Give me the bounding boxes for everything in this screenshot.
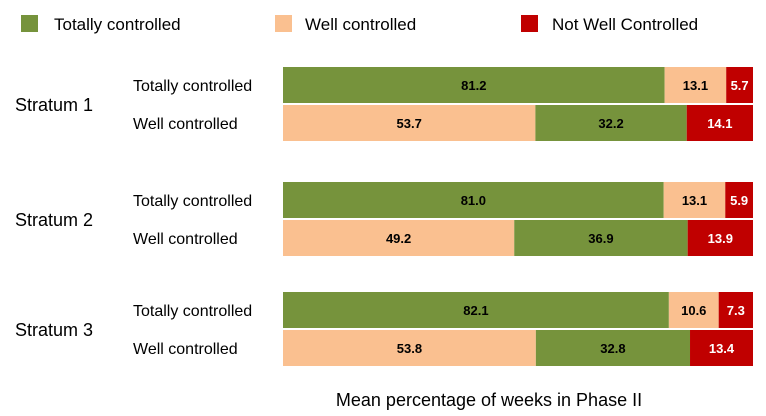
bar-segment-not-well-controlled	[686, 105, 753, 141]
data-label: 13.9	[708, 231, 733, 246]
data-label: 13.1	[682, 193, 707, 208]
bar-segment-totally-controlled	[535, 330, 691, 366]
bar-segment-well-controlled	[664, 67, 727, 103]
data-label: 36.9	[588, 231, 613, 246]
legend-label-not-well-controlled: Not Well Controlled	[552, 15, 698, 34]
row-label: Well controlled	[133, 231, 238, 248]
bar-segment-not-well-controlled	[726, 67, 753, 103]
legend-label-well-controlled: Well controlled	[305, 15, 416, 34]
group-stratum-1: Stratum 1 Totally controlled 81.2 13.1 5.7 We…	[15, 67, 753, 141]
data-label: 82.1	[463, 303, 488, 318]
data-label: 32.2	[598, 116, 623, 131]
legend-label-totally-controlled: Totally controlled	[54, 15, 181, 34]
bar-segment-totally-controlled	[283, 182, 664, 218]
data-label: 5.7	[731, 78, 749, 93]
legend: Totally controlled Well controlled Not W…	[21, 15, 698, 34]
data-label: 53.8	[397, 341, 422, 356]
bar-segment-totally-controlled	[283, 67, 665, 103]
bar-segment-not-well-controlled	[725, 182, 753, 218]
bar-segment-not-well-controlled	[718, 292, 753, 328]
data-label: 10.6	[681, 303, 706, 318]
data-label: 13.4	[709, 341, 735, 356]
bar-segment-totally-controlled	[283, 292, 669, 328]
data-label: 81.2	[461, 78, 486, 93]
data-label: 81.0	[461, 193, 486, 208]
row-label: Totally controlled	[133, 303, 252, 320]
data-label: 13.1	[683, 78, 708, 93]
row-label: Well controlled	[133, 341, 238, 358]
plot-area: Stratum 1 Totally controlled 81.2 13.1 5.7 We…	[15, 67, 753, 366]
bar-segment-well-controlled	[283, 220, 515, 256]
group-stratum-3: Stratum 3 Totally controlled 82.1 10.6 7.3 We…	[15, 292, 753, 366]
row-label: Totally controlled	[133, 193, 252, 210]
bar-segment-well-controlled	[283, 330, 536, 366]
bar-segment-totally-controlled	[535, 105, 687, 141]
bar-segment-well-controlled	[663, 182, 726, 218]
bar-segment-not-well-controlled	[687, 220, 753, 256]
data-label: 32.8	[600, 341, 625, 356]
x-axis-label: Mean percentage of weeks in Phase II	[336, 390, 642, 410]
legend-swatch-totally-controlled	[21, 15, 38, 32]
legend-swatch-not-well-controlled	[521, 15, 538, 32]
row-label: Totally controlled	[133, 78, 252, 95]
bar-segment-not-well-controlled	[690, 330, 753, 366]
data-label: 7.3	[727, 303, 745, 318]
data-label: 14.1	[707, 116, 732, 131]
group-stratum-2: Stratum 2 Totally controlled 81.0 13.1 5.9 We…	[15, 182, 753, 256]
data-label: 53.7	[397, 116, 422, 131]
bar-segment-well-controlled	[668, 292, 719, 328]
bar-segment-totally-controlled	[514, 220, 688, 256]
stratum-label: Stratum 3	[15, 320, 93, 340]
stratum-label: Stratum 2	[15, 210, 93, 230]
row-label: Well controlled	[133, 116, 238, 133]
data-label: 5.9	[730, 193, 748, 208]
stratum-label: Stratum 1	[15, 95, 93, 115]
bar-segment-well-controlled	[283, 105, 536, 141]
data-label: 49.2	[386, 231, 411, 246]
legend-swatch-well-controlled	[275, 15, 292, 32]
